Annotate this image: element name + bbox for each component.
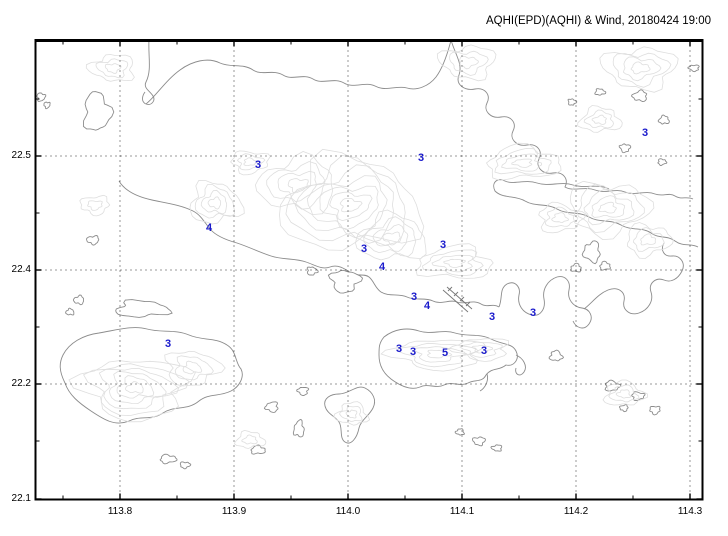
graticule-layer: [35, 40, 703, 500]
station-aqhi-value: 5: [441, 347, 449, 359]
station-aqhi-value: 3: [480, 345, 488, 357]
station-aqhi-value: 4: [378, 261, 386, 273]
station-aqhi-value: 3: [488, 311, 496, 323]
plot-title: AQHI(EPD)(AQHI) & Wind, 20180424 19:00: [486, 15, 711, 27]
y-axis-tick-label: 22.2: [11, 378, 31, 389]
station-aqhi-value: 4: [205, 222, 213, 234]
coastline-layer: [36, 40, 700, 470]
station-aqhi-value: 3: [641, 127, 649, 139]
x-axis-tick-label: 114.1: [449, 506, 475, 517]
station-aqhi-value: 3: [439, 239, 447, 251]
x-axis-tick-label: 114.2: [563, 506, 589, 517]
station-aqhi-value: 3: [409, 346, 417, 358]
station-aqhi-value: 3: [254, 159, 262, 171]
y-axis-tick-label: 22.1: [11, 493, 31, 504]
y-axis-tick-label: 22.4: [11, 264, 31, 275]
station-aqhi-value: 3: [360, 243, 368, 255]
x-axis-tick-label: 113.9: [221, 506, 247, 517]
axis-ticks: [35, 40, 703, 500]
station-aqhi-value: 3: [395, 343, 403, 355]
station-aqhi-value: 3: [529, 307, 537, 319]
x-axis-tick-label: 113.8: [107, 506, 133, 517]
small-islands: [36, 64, 700, 470]
x-axis-tick-label: 114.3: [677, 506, 703, 517]
axes-frame: [34, 39, 704, 501]
station-aqhi-value: 4: [423, 300, 431, 312]
terrain-contour-layer: [68, 44, 679, 449]
station-aqhi-value: 3: [164, 338, 172, 350]
station-aqhi-value: 3: [417, 152, 425, 164]
station-aqhi-value: 3: [410, 291, 418, 303]
x-axis-tick-label: 114.0: [335, 506, 361, 517]
y-axis-tick-label: 22.5: [11, 150, 31, 161]
kai-tak-runway: [442, 286, 473, 313]
